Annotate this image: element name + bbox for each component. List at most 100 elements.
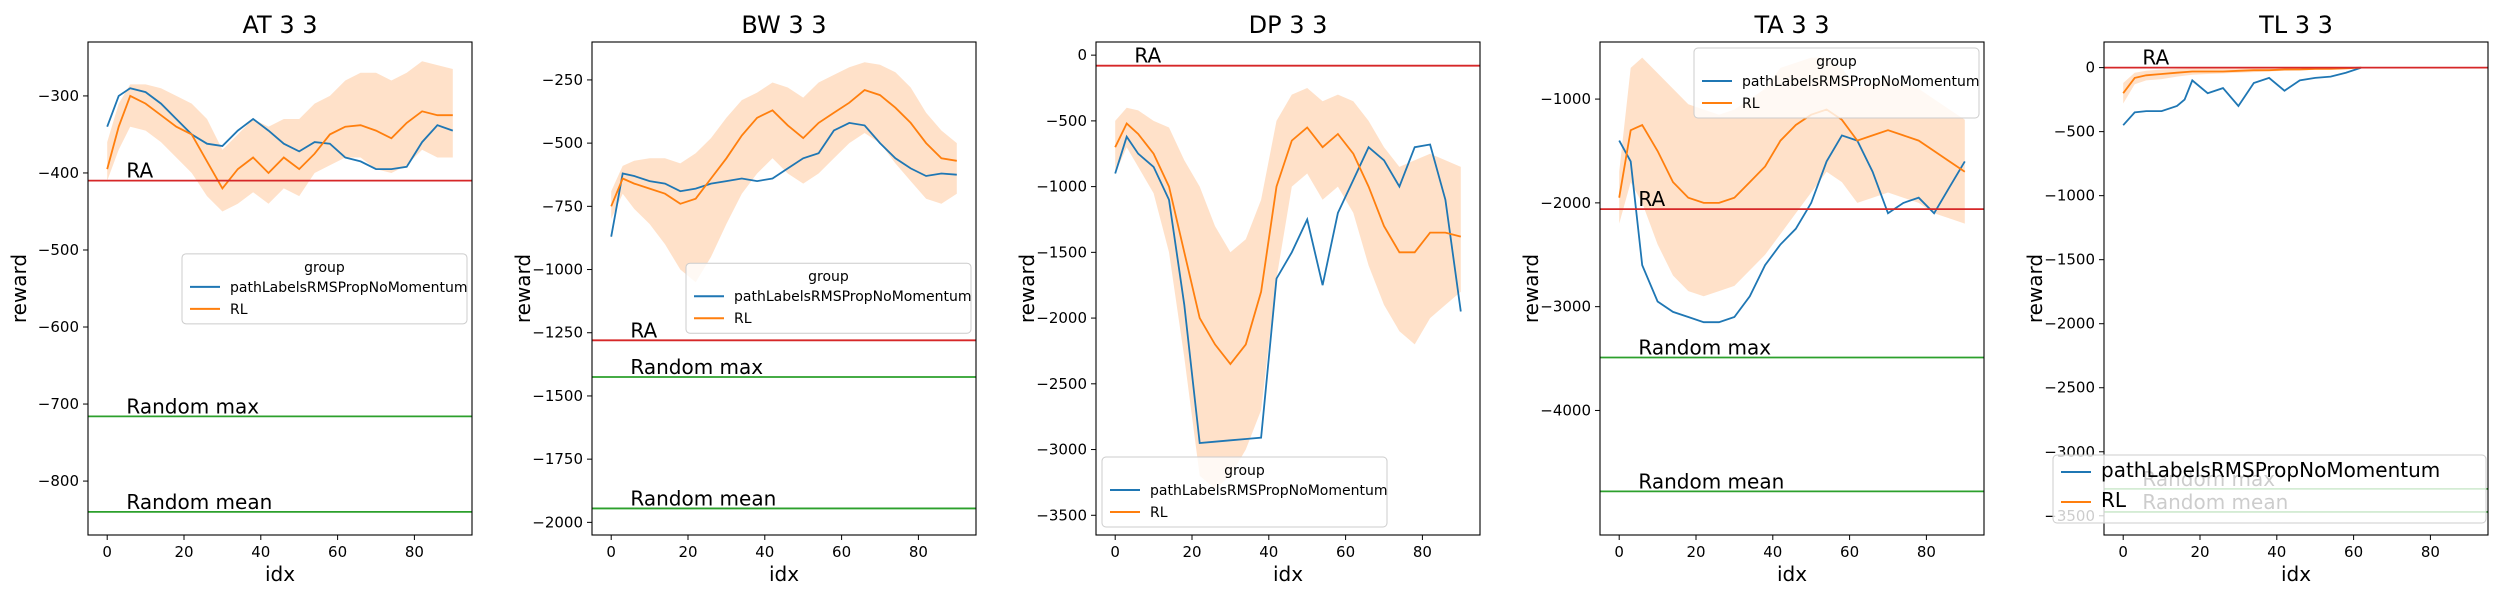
- y-tick-label: −500: [2054, 123, 2095, 141]
- chart-panel-3: RA 0 20 40 60 80 −3500 −3000 −2500 −2000 −1500 −100…: [1015, 11, 1481, 586]
- y-tick-label: −250: [542, 71, 583, 89]
- y-axis-label: reward: [2023, 254, 2047, 323]
- series-line-2: [610, 88, 957, 207]
- confidence-band-2: [107, 61, 453, 212]
- x-tick-label: 60: [2344, 543, 2363, 561]
- legend-entry-2: RL: [2101, 488, 2127, 512]
- x-tick-label: 60: [328, 543, 347, 561]
- y-tick-label: −1250: [532, 324, 583, 342]
- axes-frame: [87, 41, 473, 536]
- legend-entry-2: RL: [734, 311, 752, 327]
- legend-box: [685, 262, 972, 334]
- legend-entry-2: RL: [1742, 96, 1760, 112]
- legend-entry-2: RL: [1150, 505, 1168, 521]
- legend-box: [1101, 456, 1388, 528]
- legend-box: [2052, 454, 2487, 524]
- plot-area: [1096, 64, 1480, 489]
- reference-label: RA: [1638, 187, 1665, 211]
- legend: group pathLabelsRMSPropNoMomentum RL: [1693, 47, 1980, 119]
- y-tick-label: −1500: [532, 387, 583, 405]
- legend-title: group: [808, 269, 849, 285]
- y-tick-label: −4000: [1540, 401, 1591, 419]
- chart-title: AT 3 3: [242, 11, 317, 39]
- legend-title: group: [1816, 54, 1857, 70]
- y-tick-label: −1000: [1036, 178, 1087, 196]
- plot-area: [592, 62, 976, 510]
- x-axis-label: idx: [2281, 562, 2311, 586]
- x-tick-label: 80: [1413, 543, 1432, 561]
- axes-frame: [591, 41, 977, 536]
- legend: pathLabelsRMSPropNoMomentum RL: [2052, 454, 2487, 524]
- series-line-2: [2122, 66, 2362, 94]
- legend-box: [181, 253, 468, 325]
- y-axis-label: reward: [7, 254, 31, 323]
- y-tick-label: −500: [1046, 112, 1087, 130]
- x-tick-label: 0: [1614, 543, 1624, 561]
- x-tick-label: 40: [1763, 543, 1782, 561]
- reference-label: RA: [1134, 44, 1161, 68]
- x-tick-label: 20: [1686, 543, 1705, 561]
- plot-area: [1600, 57, 1984, 493]
- legend-entry-1: pathLabelsRMSPropNoMomentum: [1150, 483, 1388, 499]
- legend: group pathLabelsRMSPropNoMomentum RL: [685, 262, 972, 334]
- chart-title: TL 3 3: [2258, 11, 2333, 39]
- reference-label: Random max: [126, 394, 259, 418]
- y-tick-label: −1500: [1036, 243, 1087, 261]
- x-tick-label: 40: [251, 543, 270, 561]
- y-tick-label: −2000: [1036, 309, 1087, 327]
- x-axis-label: idx: [265, 562, 295, 586]
- y-tick-label: −800: [38, 472, 79, 490]
- y-tick-label: −1000: [1540, 90, 1591, 108]
- reference-label: Random mean: [630, 486, 776, 510]
- y-tick-label: −500: [38, 241, 79, 259]
- x-tick-label: 80: [909, 543, 928, 561]
- series-line-1: [610, 121, 957, 237]
- y-tick-label: −2500: [2044, 379, 2095, 397]
- y-tick-label: −400: [38, 164, 79, 182]
- x-tick-label: 0: [102, 543, 112, 561]
- y-tick-label: −3500: [1036, 506, 1087, 524]
- chart-title: TA 3 3: [1753, 11, 1829, 39]
- x-tick-label: 40: [755, 543, 774, 561]
- x-tick-label: 40: [2267, 543, 2286, 561]
- legend-box: [1693, 47, 1980, 119]
- x-tick-label: 40: [1259, 543, 1278, 561]
- y-axis-label: reward: [1015, 254, 1039, 323]
- x-tick-label: 0: [2118, 543, 2128, 561]
- chart-panel-4: RA Random max Random mean 0 20 40 60 80 −4000 −30…: [1519, 11, 1985, 586]
- series-line-1: [2122, 66, 2362, 126]
- series-line-2: [1114, 122, 1462, 366]
- series-line-1: [1618, 134, 1966, 324]
- x-tick-label: 80: [1917, 543, 1936, 561]
- y-tick-label: 0: [2085, 59, 2095, 77]
- axes-frame: [2103, 41, 2489, 536]
- plot-area: [88, 61, 472, 513]
- x-axis-label: idx: [769, 562, 799, 586]
- y-tick-label: −700: [38, 395, 79, 413]
- x-tick-label: 0: [606, 543, 616, 561]
- plot-area: [2104, 66, 2488, 513]
- y-tick-label: 0: [1077, 46, 1087, 64]
- y-axis-label: reward: [1519, 254, 1543, 323]
- legend: group pathLabelsRMSPropNoMomentum RL: [181, 253, 468, 325]
- x-tick-label: 20: [678, 543, 697, 561]
- x-axis-label: idx: [1273, 562, 1303, 586]
- y-tick-label: −2000: [1540, 194, 1591, 212]
- reference-label: Random max: [630, 355, 763, 379]
- confidence-band-2: [1115, 88, 1461, 489]
- legend-title: group: [304, 260, 345, 276]
- y-tick-label: −2000: [2044, 315, 2095, 333]
- chart-panel-2: RA Random max Random mean 0 20 40 60 80 −2000 −17…: [511, 11, 977, 586]
- reference-label: Random mean: [1638, 469, 1784, 493]
- reference-label: RA: [126, 159, 153, 183]
- y-tick-label: −2000: [532, 513, 583, 531]
- legend-entry-1: pathLabelsRMSPropNoMomentum: [734, 289, 972, 305]
- x-tick-label: 20: [1182, 543, 1201, 561]
- x-tick-label: 80: [405, 543, 424, 561]
- reference-label: Random mean: [126, 490, 272, 514]
- reference-label: RA: [630, 318, 657, 342]
- legend-entry-1: pathLabelsRMSPropNoMomentum: [1742, 74, 1980, 90]
- legend: group pathLabelsRMSPropNoMomentum RL: [1101, 456, 1388, 528]
- y-tick-label: −1000: [2044, 187, 2095, 205]
